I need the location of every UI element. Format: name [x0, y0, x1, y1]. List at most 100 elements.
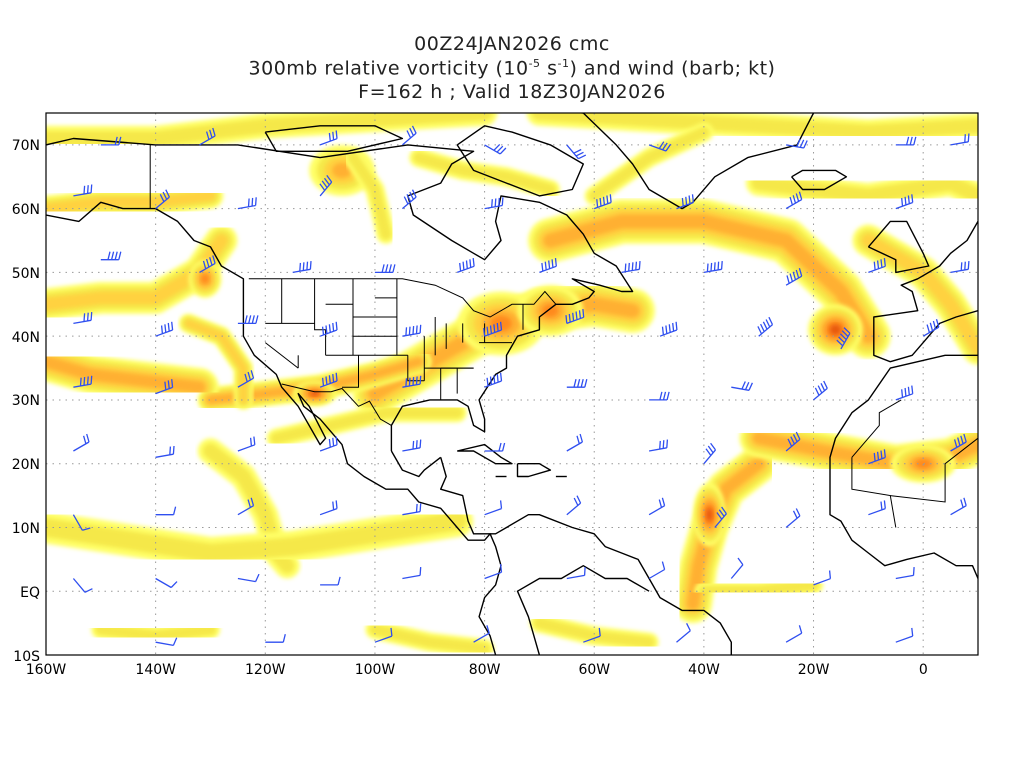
wind-barb [456, 258, 475, 274]
wind-barb [73, 375, 93, 388]
wind-barb [319, 500, 338, 516]
vorticity-band [533, 617, 655, 648]
lat-label-60n: 60N [12, 202, 40, 218]
wind-barb [292, 261, 312, 274]
wind-barb [100, 251, 122, 261]
coastline [46, 137, 634, 451]
title-exponent-2: -1 [557, 57, 570, 70]
wind-barb [922, 319, 940, 337]
wind-barb [402, 567, 422, 580]
wind-barb [785, 268, 803, 286]
wind-barb [703, 261, 723, 274]
wind-barb [565, 309, 585, 325]
wind-barb [813, 380, 828, 401]
coastline [440, 457, 732, 655]
wind-barb [785, 431, 801, 452]
wind-barb [402, 503, 422, 516]
coastline [264, 125, 404, 152]
wind-barb [950, 497, 967, 516]
wind-barb [237, 315, 259, 325]
wind-barb [648, 141, 672, 152]
wind-barb [319, 321, 338, 337]
lon-label-140w: 140W [135, 662, 176, 678]
wind-barb [402, 324, 422, 337]
wind-barb [402, 375, 422, 388]
vorticity-band [861, 233, 978, 356]
coastline [46, 201, 502, 655]
lat-label-50n: 50N [12, 266, 40, 282]
wind-barb [155, 577, 178, 589]
wind-barb [950, 261, 970, 274]
wind-barb [648, 497, 666, 516]
wind-barb [237, 497, 255, 516]
wind-barb [374, 627, 393, 643]
lon-label-40w: 40W [688, 662, 720, 678]
coastline [516, 463, 552, 478]
vorticity-band [531, 113, 978, 140]
vorticity-band [46, 190, 216, 214]
vorticity-band [270, 407, 463, 444]
lat-label-70n: 70N [12, 138, 40, 154]
vorticity-blob [332, 162, 352, 179]
coastline [873, 221, 978, 363]
wind-barb [73, 433, 90, 452]
political-border [851, 399, 902, 458]
wind-barb [155, 321, 174, 337]
wind-barb [484, 500, 503, 516]
political-border [248, 278, 557, 318]
coastline [457, 443, 513, 465]
wind-barb [648, 561, 666, 580]
lon-label-0: 0 [919, 662, 928, 678]
wind-barb [319, 372, 338, 388]
wind-barb [155, 506, 177, 516]
wind-barb [72, 578, 93, 593]
wind-barb [649, 391, 670, 401]
wind-barb [473, 625, 490, 643]
title-part-c: ) and wind (barb; kt) [569, 57, 776, 80]
wind-barb [895, 194, 914, 210]
lon-label-160w: 160W [26, 662, 67, 678]
wind-barb [757, 316, 774, 337]
wind-barb [484, 442, 506, 452]
political-border [407, 355, 425, 382]
wind-barb [319, 175, 333, 197]
lat-label-10n: 10N [12, 521, 40, 537]
wind-barb [484, 564, 503, 580]
vorticity-blob [915, 459, 932, 469]
political-border [851, 457, 897, 528]
wind-barb [199, 255, 216, 273]
wind-barb [237, 197, 257, 210]
wind-barb [72, 514, 91, 531]
vorticity-blob [542, 304, 559, 317]
wind-barb [895, 385, 914, 401]
wind-barb [402, 439, 422, 452]
wind-barb [155, 637, 178, 647]
lon-label-100w: 100W [355, 662, 396, 678]
lon-label-80w: 80W [469, 662, 501, 678]
lon-label-60w: 60W [578, 662, 610, 678]
wind-barb [895, 136, 917, 146]
title-line-3: F=162 h ; Valid 18Z30JAN2026 [358, 81, 666, 103]
wind-barb [566, 567, 586, 580]
wind-barb [566, 379, 588, 388]
political-border [314, 278, 327, 356]
wind-barb [401, 189, 417, 210]
wind-barb [731, 381, 753, 391]
wind-barb [237, 436, 256, 452]
vorticity-band [95, 623, 217, 642]
vorticity-band [46, 113, 493, 146]
wind-barb [583, 627, 601, 643]
coastline [867, 220, 930, 274]
wind-barb [785, 508, 801, 528]
title-exponent-1: -5 [528, 57, 541, 70]
wind-barb [484, 143, 507, 155]
wind-barb [950, 133, 970, 146]
wind-barb [785, 625, 803, 643]
wind-barb [566, 144, 587, 160]
wind-barb [621, 261, 641, 274]
wind-barb [868, 500, 886, 516]
wind-barb [895, 567, 915, 580]
lat-label-eq: EQ [20, 585, 40, 601]
lon-label-20w: 20W [798, 662, 830, 678]
title-line-2: 300mb relative vorticity (10-5 s-1) and … [0, 57, 1024, 79]
